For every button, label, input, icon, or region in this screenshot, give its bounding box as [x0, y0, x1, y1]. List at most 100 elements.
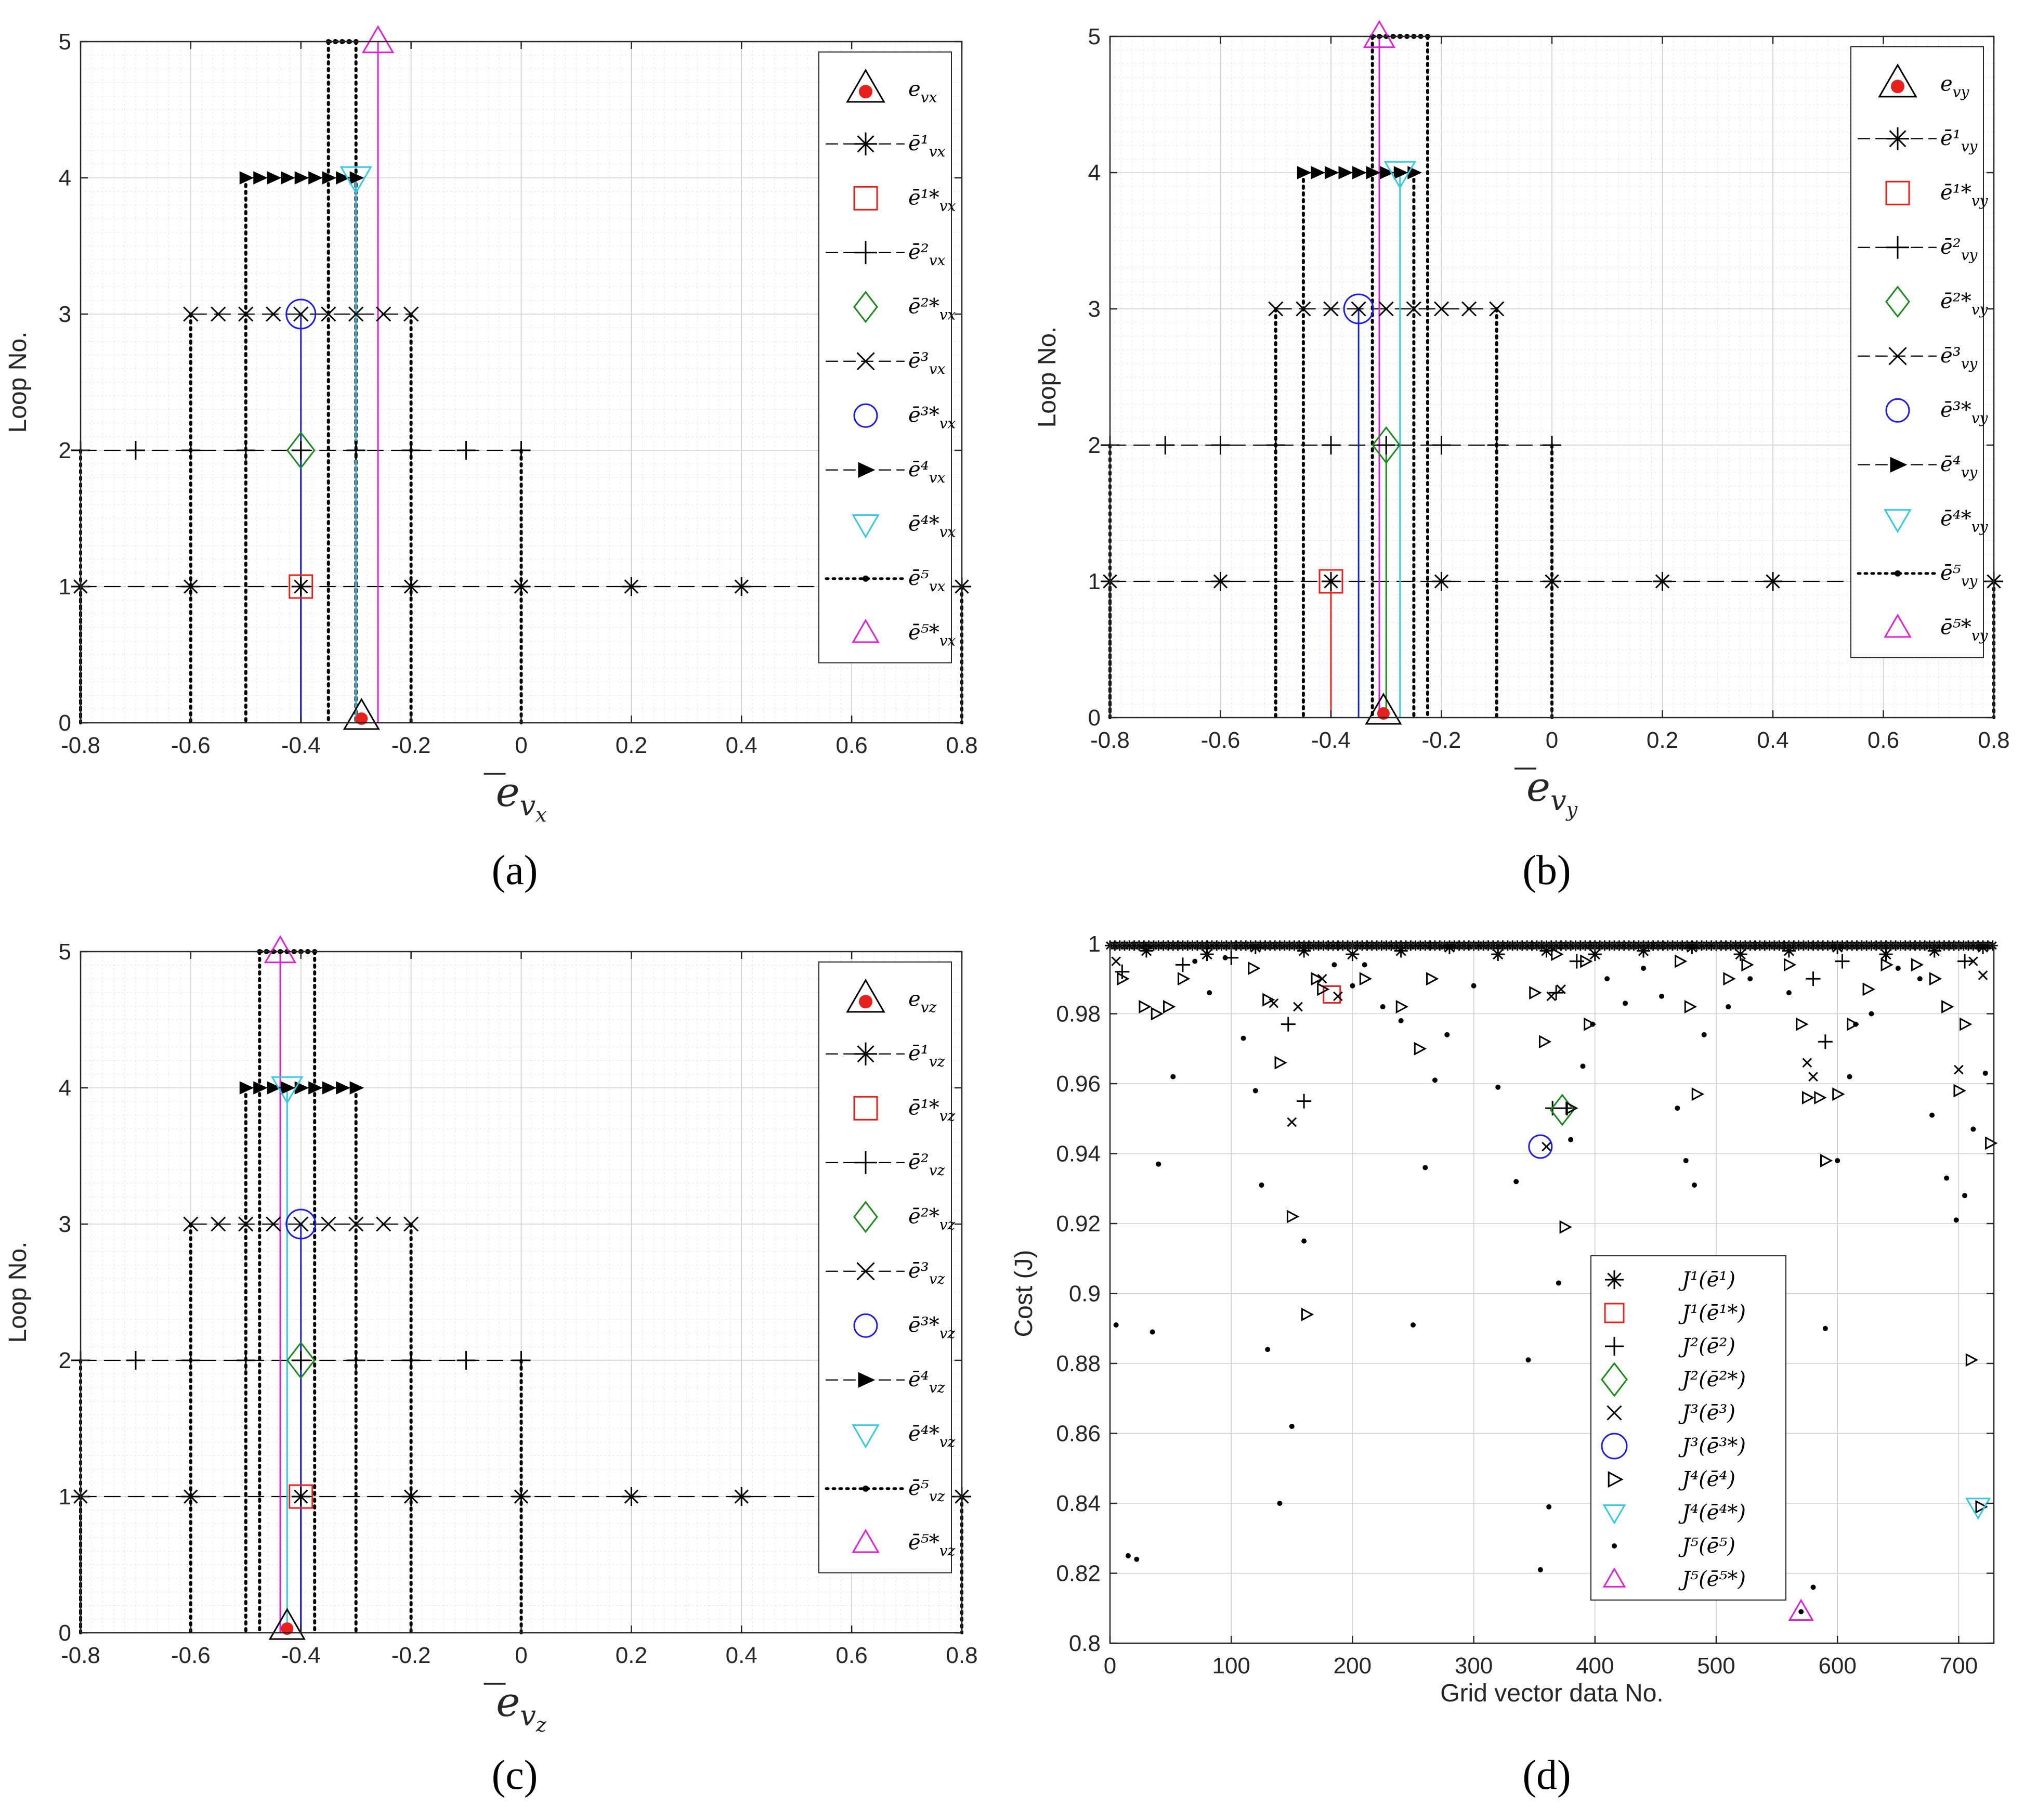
sample-marker	[321, 1216, 336, 1232]
x-axis-label: evx	[495, 769, 546, 826]
cost-point-J5	[1692, 1182, 1697, 1188]
sample-marker	[291, 1487, 310, 1506]
sample-marker	[348, 306, 364, 322]
sample-marker	[1378, 301, 1394, 317]
cost-point-J5	[1869, 1011, 1874, 1017]
y-tick-label: 3	[59, 302, 71, 327]
y-tick-label: 0.94	[1056, 1141, 1101, 1167]
sample-marker	[126, 441, 145, 460]
cost-point-J4	[1529, 986, 1542, 1000]
cost-point-J5	[1525, 1357, 1531, 1363]
x-tick-label: 0	[1104, 1653, 1116, 1679]
cost-point-J5	[1252, 1088, 1258, 1094]
legend-marker	[1886, 236, 1909, 259]
cost-point-J4	[1414, 1042, 1427, 1056]
cost-point-J5	[1156, 1161, 1161, 1167]
legend-marker	[853, 1096, 878, 1121]
sample-marker	[183, 1216, 199, 1232]
y-tick-label: 2	[1088, 433, 1101, 458]
cost-point-J4	[1985, 1136, 1998, 1150]
y-tick-label: 3	[59, 1212, 71, 1237]
true-value-marker	[1365, 693, 1402, 725]
sample-marker	[403, 306, 419, 322]
legend-label: ē⁵vz	[908, 1476, 945, 1505]
sample-marker	[401, 1487, 421, 1506]
sample-marker	[349, 171, 364, 185]
legend-box	[818, 961, 952, 1574]
cost-point-J5	[1853, 1021, 1859, 1027]
sample-marker	[183, 306, 199, 322]
sample-marker	[1268, 301, 1284, 317]
x-tick-label: 500	[1697, 1653, 1735, 1679]
cost-point-J5	[1422, 1165, 1428, 1171]
x-tick-label: -0.8	[1090, 727, 1130, 753]
cost-point-J5	[1222, 955, 1228, 960]
cost-point-J2	[1957, 954, 1973, 969]
y-tick-label: 0	[1088, 705, 1101, 731]
sample-marker	[403, 1216, 419, 1232]
y-tick-label: 1	[1088, 569, 1101, 594]
y-tick-label: 0.8	[1069, 1631, 1101, 1656]
y-tick-label: 4	[59, 1075, 71, 1101]
cost-point-J1	[1200, 947, 1214, 961]
sample-marker	[236, 441, 255, 460]
legend-marker	[853, 186, 878, 211]
cost-point-J5	[1701, 1032, 1707, 1037]
x-tick-label: -0.8	[61, 1643, 100, 1668]
cost-point-J4	[1117, 972, 1130, 986]
legend-label: ē³*vz	[908, 1313, 956, 1342]
cost-point-J4	[1691, 1087, 1705, 1101]
x-tick-label: 0.2	[616, 733, 647, 758]
cost-point-J3	[1802, 1058, 1812, 1068]
cost-point-J4	[1317, 982, 1330, 996]
sample-marker	[1266, 436, 1285, 454]
cost-point-J5	[1125, 1553, 1131, 1558]
cost-point-J1	[1685, 940, 1699, 954]
cost-point-J5	[1150, 1329, 1155, 1335]
chart-panel-c: -0.8 -0.6 -0.4 -0.2 0 0.2 0.4 0.6 0.8 0 1 2 3 4 5 Loop …	[4, 935, 978, 1736]
sample-marker	[253, 1081, 268, 1095]
panel-caption: (c)	[492, 1752, 538, 1798]
cost-point-J4	[1960, 1017, 1973, 1031]
sample-marker	[1338, 166, 1353, 179]
cost-point-J4	[1359, 972, 1373, 986]
y-tick-label: 5	[59, 939, 71, 965]
legend-marker	[1888, 347, 1907, 366]
sample-marker	[732, 1487, 751, 1506]
cost-point-J5	[1726, 1004, 1731, 1010]
legend-marker-dot	[859, 85, 872, 99]
legend-marker	[1885, 180, 1910, 205]
best-marker	[271, 1076, 304, 1104]
chart-panel-d: 0 100 200 300 400 500 600 700 0.8 0.82 0.84 0.86 0.8…	[1010, 931, 1998, 1707]
legend-marker	[853, 403, 878, 428]
x-tick-label: 0.8	[1978, 727, 2009, 753]
legend-marker	[1886, 127, 1909, 150]
cost-point-J5	[1380, 1004, 1386, 1010]
cost-point-J4	[1684, 1000, 1697, 1014]
legend-marker	[854, 241, 877, 264]
cost-point-J5	[1432, 1077, 1438, 1083]
sample-marker	[291, 441, 310, 460]
legend-marker	[858, 1372, 876, 1388]
legend-box	[818, 51, 952, 664]
legend-label: J⁵(ē⁵)	[1678, 1534, 1735, 1558]
cost-point-J5	[1810, 1584, 1816, 1590]
y-tick-label: 0	[59, 1620, 71, 1646]
cost-point-J4	[1248, 961, 1261, 976]
cost-point-J5	[1604, 976, 1610, 982]
best-marker	[1318, 569, 1343, 594]
cost-point-J5	[1917, 976, 1923, 982]
sample-marker	[1432, 436, 1451, 454]
best-marker	[339, 166, 372, 194]
cost-point-J4	[1911, 958, 1924, 972]
legend-marker	[853, 1201, 878, 1233]
cost-point-J1	[1539, 944, 1553, 958]
cost-point-J4	[1953, 1084, 1966, 1098]
cost-point-J5	[1798, 1609, 1804, 1615]
legend-label: J¹(ē¹)	[1678, 1268, 1735, 1292]
best-marker	[285, 298, 317, 330]
sample-marker	[346, 441, 365, 460]
legend-marker	[863, 1485, 869, 1492]
sample-marker	[622, 1487, 641, 1506]
